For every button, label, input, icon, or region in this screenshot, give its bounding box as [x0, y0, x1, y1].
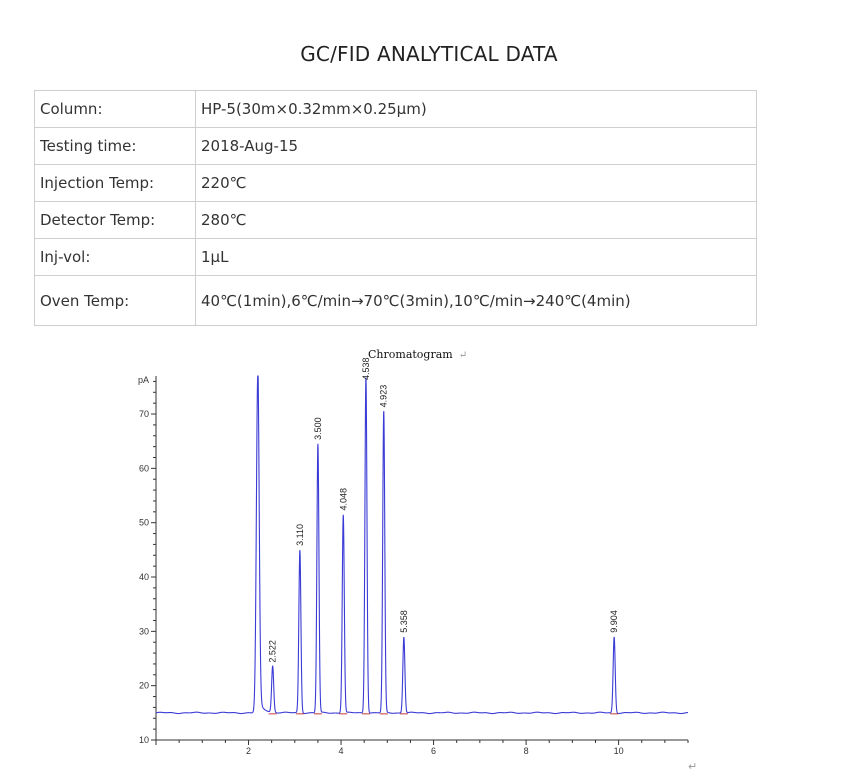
y-tick-label: 70	[139, 409, 149, 419]
chart-title: Chromatogram	[368, 348, 453, 361]
spec-table: Column: HP-5(30m×0.32mm×0.25μm) Testing …	[34, 90, 757, 326]
peak-label: 3.110	[295, 524, 305, 546]
spec-key: Detector Temp:	[34, 201, 196, 239]
peak-label: 2.522	[268, 640, 278, 663]
y-tick-label: 60	[139, 463, 149, 473]
y-tick-label: 30	[139, 626, 149, 636]
y-tick-label: 50	[139, 518, 149, 528]
spec-value: 1μL	[195, 238, 757, 276]
spec-row-detector-temp: Detector Temp: 280℃	[34, 201, 757, 239]
y-tick-label: 40	[139, 572, 149, 582]
peak-label: 3.500	[313, 417, 323, 440]
x-tick-label: 8	[524, 746, 529, 756]
spec-row-injection-temp: Injection Temp: 220℃	[34, 164, 757, 202]
spec-value: HP-5(30m×0.32mm×0.25μm)	[195, 90, 757, 128]
peak-label: 4.923	[379, 385, 389, 408]
x-tick-label: 2	[246, 746, 251, 756]
peak-label: 9.904	[609, 610, 619, 633]
spec-key: Inj-vol:	[34, 238, 196, 276]
y-tick-label: 20	[139, 681, 149, 691]
spec-value: 40℃(1min),6℃/min→70℃(3min),10℃/min→240℃(…	[195, 275, 757, 326]
x-tick-label: 4	[339, 746, 344, 756]
spec-value: 220℃	[195, 164, 757, 202]
chart-caption: Chromatogram ↵	[368, 348, 467, 361]
spec-row-oven-temp: Oven Temp: 40℃(1min),6℃/min→70℃(3min),10…	[34, 275, 757, 326]
spec-key: Column:	[34, 90, 196, 128]
spec-row-column: Column: HP-5(30m×0.32mm×0.25μm)	[34, 90, 757, 128]
peak-label: 4.538	[361, 357, 371, 380]
return-mark-icon: ↵	[458, 350, 468, 361]
signal-trace	[155, 375, 689, 715]
spec-row-inj-vol: Inj-vol: 1μL	[34, 238, 757, 276]
peak-label: 4.048	[338, 488, 348, 511]
peak-label: 5.358	[399, 610, 409, 633]
x-tick-label: 6	[431, 746, 436, 756]
y-axis-label: pA	[138, 375, 149, 385]
return-mark-icon: ↵	[688, 760, 698, 773]
spec-key: Testing time:	[34, 127, 196, 165]
spec-key: Injection Temp:	[34, 164, 196, 202]
page-title: GC/FID ANALYTICAL DATA	[300, 42, 558, 66]
spec-key: Oven Temp:	[34, 275, 196, 326]
x-tick-label: 10	[614, 746, 624, 756]
y-tick-label: 10	[139, 735, 149, 745]
